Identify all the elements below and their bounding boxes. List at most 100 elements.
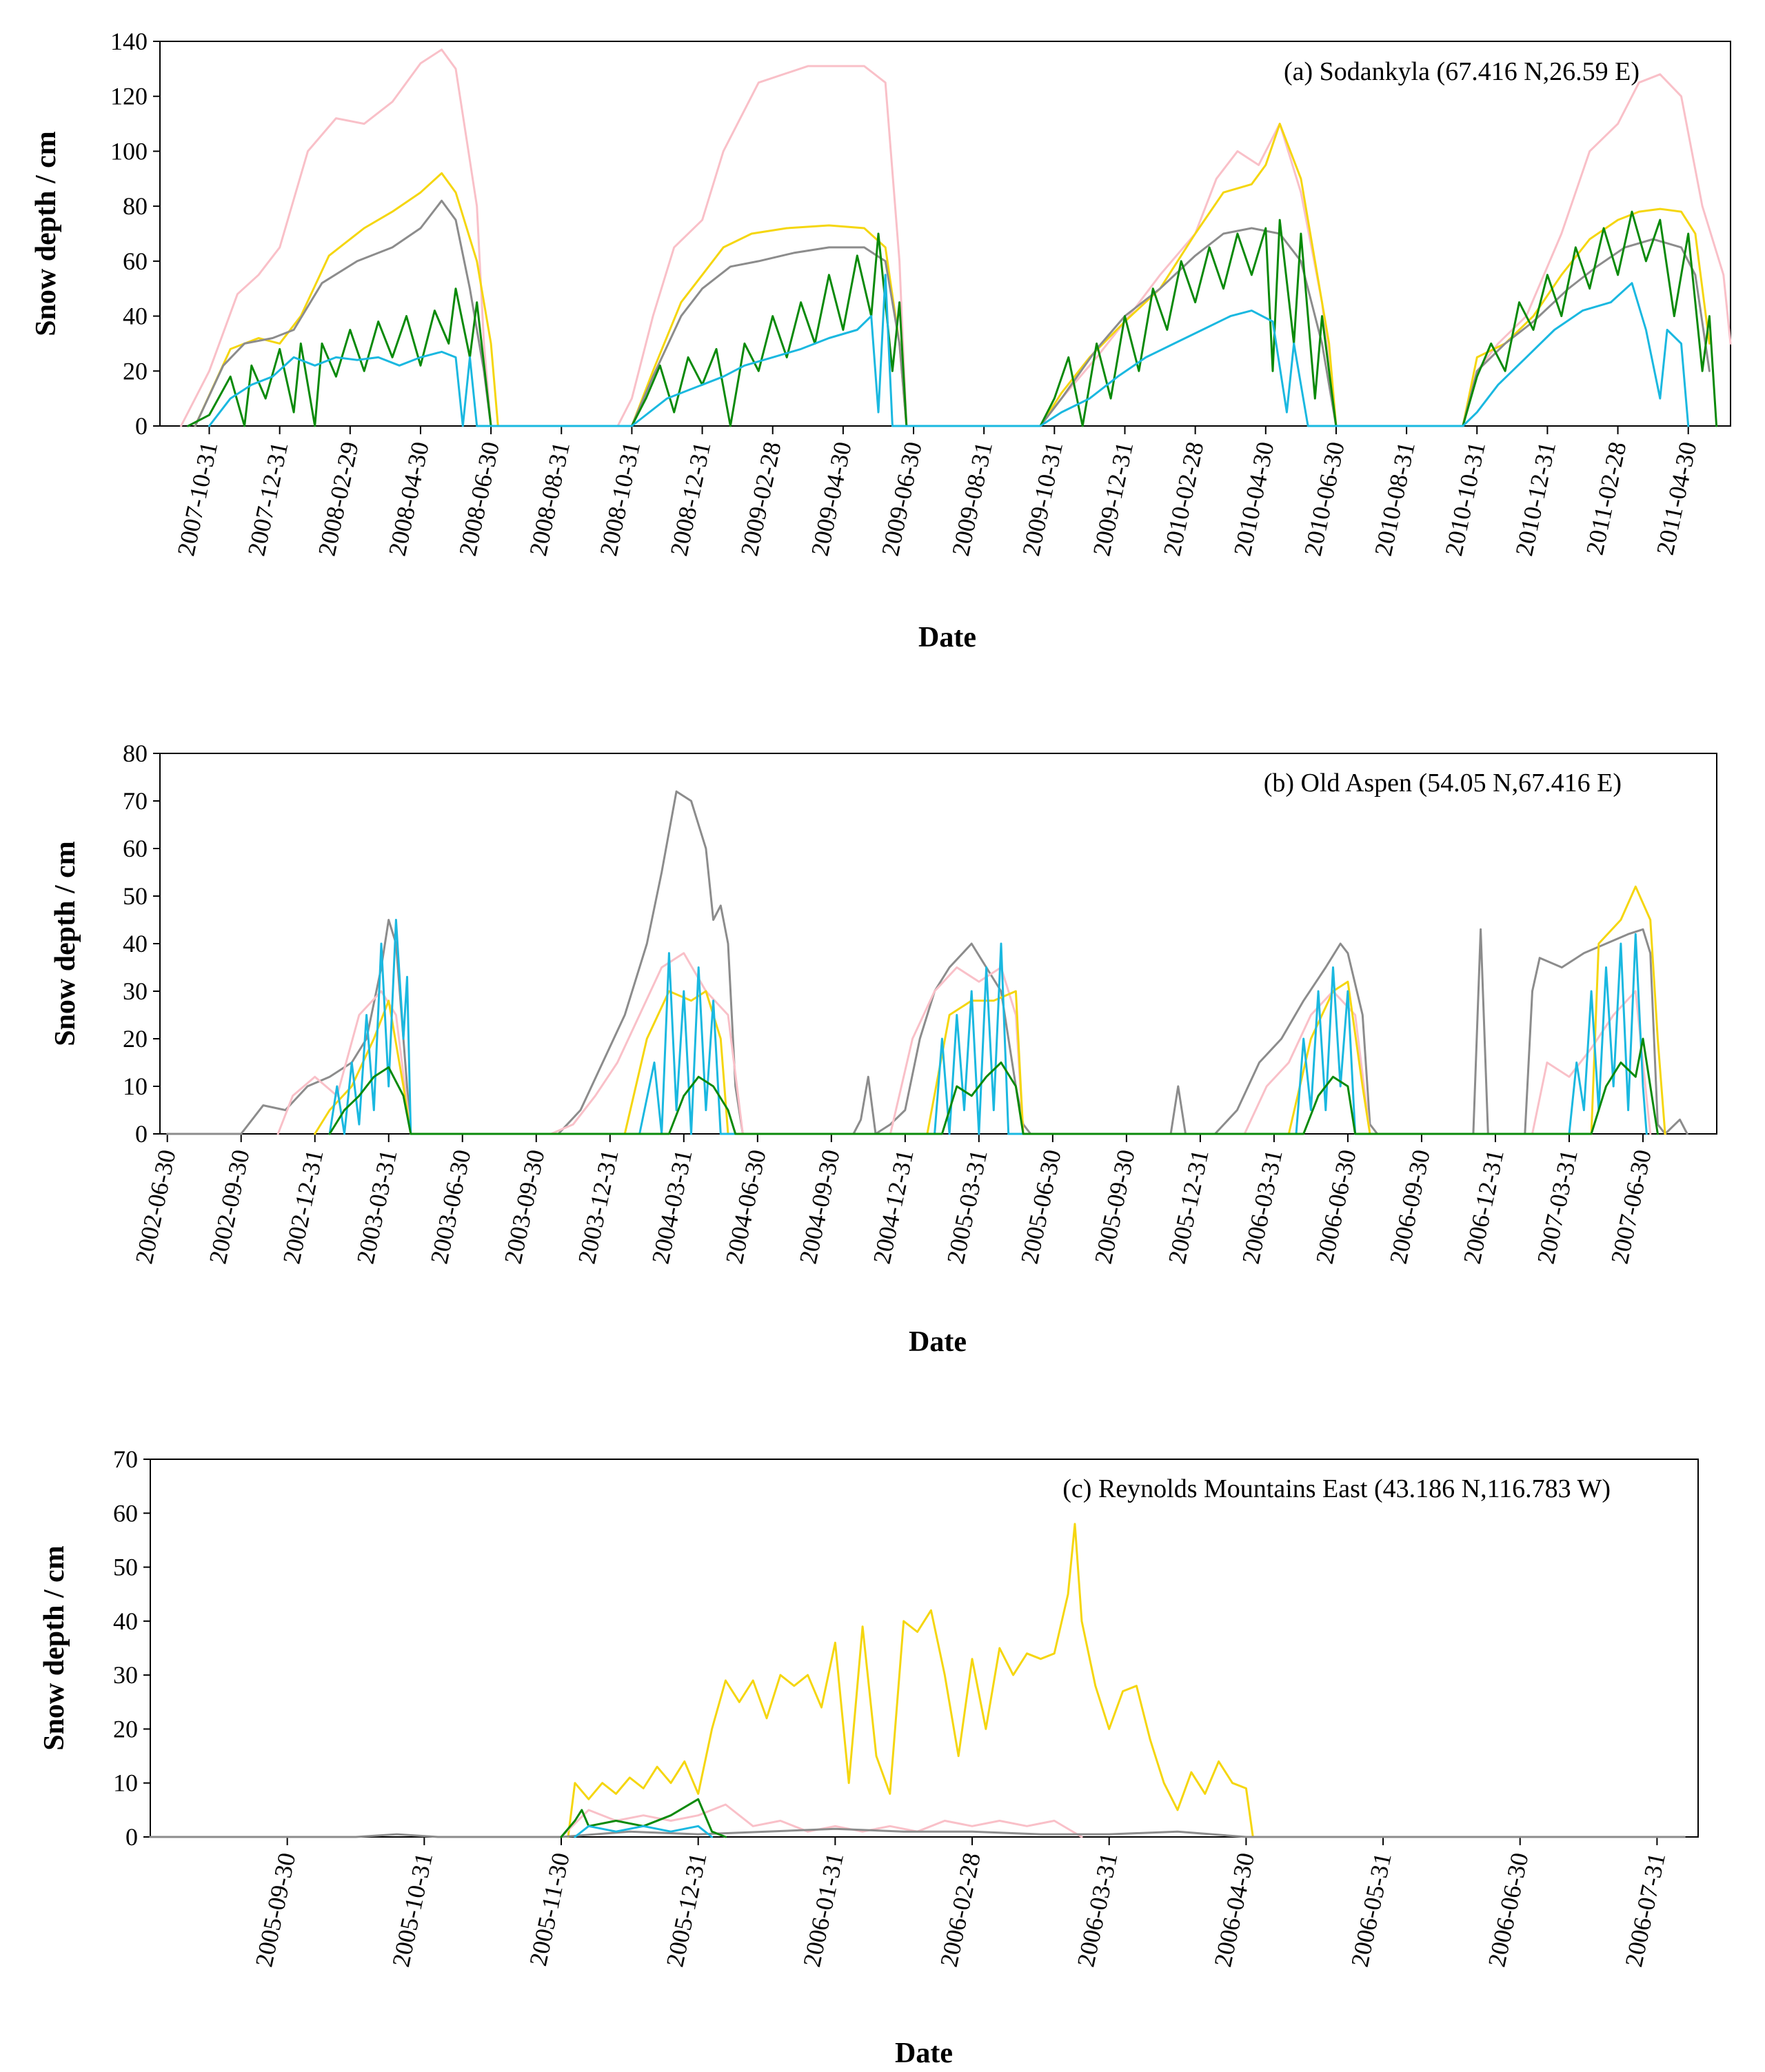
y-ticks-a: 0 20 40 60 80 100 120 140 bbox=[110, 28, 160, 440]
panel-a: (a) Sodankyla (67.416 N,26.59 E) Date Sn… bbox=[30, 28, 1732, 653]
x-tick-label: 2009-08-31 bbox=[947, 439, 998, 558]
series-line-b-yellow bbox=[314, 885, 1666, 1135]
x-tick-label: 2007-10-31 bbox=[172, 439, 223, 558]
x-tick-label: 2007-03-31 bbox=[1532, 1147, 1583, 1266]
y-ticks-b: 0 10 20 30 40 50 60 70 80 bbox=[123, 740, 160, 1148]
x-tick-label: 2008-12-31 bbox=[665, 439, 716, 558]
y-tick-label: 60 bbox=[113, 1499, 138, 1527]
x-tick-label: 2004-06-30 bbox=[720, 1147, 771, 1266]
y-tick-label: 40 bbox=[113, 1607, 138, 1635]
x-tick-label: 2002-12-31 bbox=[278, 1147, 329, 1266]
x-tick-label: 2003-03-31 bbox=[352, 1147, 403, 1266]
x-axis-title-a: Date bbox=[918, 622, 976, 653]
x-tick-label: 2010-10-31 bbox=[1440, 439, 1491, 558]
x-tick-label: 2011-04-30 bbox=[1651, 439, 1702, 557]
x-tick-label: 2002-09-30 bbox=[203, 1147, 254, 1266]
x-tick-label: 2005-12-31 bbox=[1163, 1147, 1214, 1266]
panel-title-a: (a) Sodankyla (67.416 N,26.59 E) bbox=[1284, 57, 1640, 86]
y-axis-title-b: Snow depth / cm bbox=[50, 841, 81, 1046]
panel-title-b: (b) Old Aspen (54.05 N,67.416 E) bbox=[1264, 769, 1622, 798]
y-tick-label: 60 bbox=[123, 835, 148, 862]
y-tick-label: 120 bbox=[110, 83, 148, 110]
x-tick-label: 2006-12-31 bbox=[1458, 1147, 1509, 1266]
x-tick-label: 2003-12-31 bbox=[573, 1147, 624, 1266]
x-tick-label: 2004-09-30 bbox=[794, 1147, 845, 1266]
x-tick-label: 2011-02-28 bbox=[1581, 439, 1632, 557]
y-tick-label: 20 bbox=[123, 357, 148, 385]
y-tick-label: 40 bbox=[123, 303, 148, 330]
x-tick-label: 2010-12-31 bbox=[1510, 439, 1561, 558]
x-tick-label: 2004-12-31 bbox=[868, 1147, 919, 1266]
x-tick-label: 2003-09-30 bbox=[499, 1147, 550, 1266]
y-tick-label: 60 bbox=[123, 247, 148, 275]
series-line-a-gray bbox=[194, 199, 1711, 427]
x-tick-label: 2005-03-31 bbox=[942, 1147, 993, 1266]
series-line-b-green bbox=[328, 1037, 1659, 1135]
x-tick-label: 2006-05-31 bbox=[1346, 1850, 1397, 1969]
x-tick-label: 2010-06-30 bbox=[1299, 439, 1350, 558]
series-c bbox=[149, 1523, 1686, 1838]
y-tick-label: 40 bbox=[123, 930, 148, 957]
x-tick-label: 2009-04-30 bbox=[806, 439, 857, 558]
x-tick-label: 2009-06-30 bbox=[876, 439, 927, 558]
y-tick-label: 70 bbox=[113, 1445, 138, 1473]
x-tick-label: 2009-12-31 bbox=[1087, 439, 1138, 558]
x-tick-label: 2008-06-30 bbox=[454, 439, 505, 558]
x-tick-label: 2005-09-30 bbox=[1089, 1147, 1140, 1266]
x-tick-label: 2002-06-30 bbox=[130, 1147, 181, 1266]
series-line-b-cyan bbox=[328, 919, 1648, 1135]
y-axis-title-a: Snow depth / cm bbox=[30, 131, 62, 336]
series-line-b-gray bbox=[166, 790, 1688, 1135]
x-tick-label: 2008-08-31 bbox=[524, 439, 575, 558]
x-tick-label: 2005-09-30 bbox=[250, 1850, 301, 1969]
x-tick-label: 2006-09-30 bbox=[1384, 1147, 1435, 1266]
x-tick-label: 2006-03-31 bbox=[1237, 1147, 1288, 1266]
y-axis-title-c: Snow depth / cm bbox=[39, 1545, 70, 1751]
series-line-c-green bbox=[560, 1798, 727, 1838]
y-tick-label: 0 bbox=[135, 412, 148, 440]
x-tick-label: 2009-10-31 bbox=[1017, 439, 1068, 558]
panel-b: (b) Old Aspen (54.05 N,67.416 E) Date Sn… bbox=[50, 740, 1717, 1358]
y-tick-label: 30 bbox=[123, 977, 148, 1005]
x-ticks-a: 2007-10-31 2007-12-31 2008-02-29 2008-04-30… bbox=[172, 426, 1702, 558]
y-tick-label: 20 bbox=[113, 1715, 138, 1743]
x-tick-label: 2010-08-31 bbox=[1369, 439, 1420, 558]
x-tick-label: 2009-02-28 bbox=[735, 439, 786, 558]
x-tick-label: 2010-02-28 bbox=[1158, 439, 1209, 558]
x-axis-title-c: Date bbox=[895, 2038, 953, 2069]
y-tick-label: 140 bbox=[110, 28, 148, 55]
x-tick-label: 2006-01-31 bbox=[798, 1850, 849, 1969]
x-tick-label: 2008-10-31 bbox=[594, 439, 645, 558]
y-tick-label: 80 bbox=[123, 192, 148, 220]
x-tick-label: 2006-03-31 bbox=[1071, 1850, 1122, 1969]
x-tick-label: 2005-12-31 bbox=[660, 1850, 712, 1969]
series-line-c-gray bbox=[149, 1827, 1686, 1838]
x-axis-title-b: Date bbox=[909, 1326, 967, 1358]
series-line-a-green bbox=[187, 210, 1718, 427]
x-tick-label: 2008-02-29 bbox=[313, 439, 364, 558]
y-tick-label: 80 bbox=[123, 740, 148, 767]
x-tick-label: 2006-06-30 bbox=[1482, 1850, 1533, 1969]
y-tick-label: 10 bbox=[113, 1769, 138, 1797]
series-line-c-cyan bbox=[574, 1825, 714, 1838]
plot-frame-c bbox=[150, 1459, 1699, 1838]
x-tick-label: 2004-03-31 bbox=[647, 1147, 698, 1266]
panel-c: (c) Reynolds Mountains East (43.186 N,11… bbox=[39, 1445, 1699, 2069]
y-tick-label: 20 bbox=[123, 1025, 148, 1053]
x-tick-label: 2005-11-30 bbox=[524, 1850, 575, 1968]
x-tick-label: 2006-02-28 bbox=[935, 1850, 986, 1969]
y-ticks-c: 0 10 20 30 40 50 60 70 bbox=[113, 1445, 150, 1851]
x-tick-label: 2005-10-31 bbox=[387, 1850, 438, 1969]
x-ticks-c: 2005-09-30 2005-10-31 2005-11-30 2005-12-31… bbox=[250, 1837, 1671, 1969]
x-tick-label: 2006-07-31 bbox=[1620, 1850, 1671, 1969]
x-tick-label: 2008-04-30 bbox=[383, 439, 434, 558]
x-tick-label: 2010-04-30 bbox=[1229, 439, 1280, 558]
y-tick-label: 70 bbox=[123, 787, 148, 815]
series-line-a-pink bbox=[180, 48, 1732, 427]
y-tick-label: 100 bbox=[110, 137, 148, 165]
x-tick-label: 2005-06-30 bbox=[1016, 1147, 1067, 1266]
y-tick-label: 10 bbox=[123, 1073, 148, 1100]
y-tick-label: 0 bbox=[125, 1823, 138, 1851]
x-ticks-b: 2002-06-30 2002-09-30 2002-12-31 2003-03-31… bbox=[130, 1134, 1657, 1266]
